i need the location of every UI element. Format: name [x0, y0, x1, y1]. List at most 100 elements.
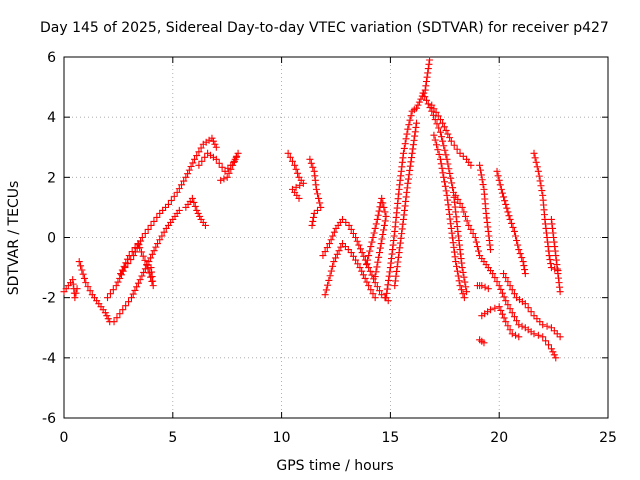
data-point-marker: [547, 324, 555, 332]
data-point-marker: [184, 170, 192, 178]
data-point-marker: [524, 304, 532, 312]
data-point-marker: [312, 185, 320, 193]
data-point-marker: [515, 333, 523, 341]
data-point-marker: [449, 184, 457, 192]
data-point-marker: [292, 183, 300, 191]
data-point-marker: [208, 134, 216, 142]
data-point-marker: [494, 172, 502, 180]
data-point-marker: [103, 312, 111, 320]
data-point-marker: [122, 259, 130, 267]
data-point-marker: [370, 229, 378, 237]
data-point-marker: [367, 286, 375, 294]
data-point-marker: [134, 279, 142, 287]
data-point-marker: [502, 274, 510, 282]
data-point-marker: [330, 228, 338, 236]
data-point-marker: [513, 317, 521, 325]
data-point-marker: [442, 126, 450, 134]
data-point-marker: [321, 248, 329, 256]
data-point-marker: [426, 56, 434, 64]
data-point-marker: [421, 93, 429, 101]
data-point-marker: [480, 339, 488, 347]
data-point-marker: [512, 232, 520, 240]
data-point-marker: [232, 153, 240, 161]
data-point-marker: [556, 333, 564, 341]
data-point-marker: [329, 232, 337, 240]
data-point-marker: [406, 116, 414, 124]
data-point-marker: [472, 238, 480, 246]
data-point-marker: [195, 148, 203, 156]
data-point-marker: [458, 203, 466, 211]
data-point-marker: [460, 208, 468, 216]
data-point-marker: [531, 154, 539, 162]
data-point-marker: [405, 121, 413, 129]
data-point-marker: [379, 230, 387, 238]
data-point-marker: [314, 206, 322, 214]
data-point-marker: [409, 145, 417, 153]
data-point-marker: [127, 294, 135, 302]
data-point-marker: [147, 254, 155, 262]
data-point-marker: [536, 177, 544, 185]
data-point-marker: [295, 194, 303, 202]
data-point-marker: [140, 268, 148, 276]
data-point-marker: [314, 190, 322, 198]
data-point-marker: [406, 162, 414, 170]
data-point-marker: [153, 213, 161, 221]
data-point-marker: [373, 215, 381, 223]
data-point-marker: [323, 244, 331, 252]
data-point-marker: [439, 137, 447, 145]
data-point-marker: [191, 202, 199, 210]
data-point-marker: [330, 258, 338, 266]
data-point-marker: [435, 150, 443, 158]
data-point-marker: [229, 161, 237, 169]
data-point-marker: [399, 149, 407, 157]
data-point-marker: [434, 112, 442, 120]
data-point-marker: [141, 229, 149, 237]
data-point-marker: [358, 267, 366, 275]
data-point-marker: [445, 210, 453, 218]
data-point-marker: [356, 245, 364, 253]
data-point-marker: [175, 206, 183, 214]
data-point-marker: [497, 185, 505, 193]
data-point-marker: [193, 206, 201, 214]
data-point-marker: [446, 169, 454, 177]
data-point-marker: [442, 151, 450, 159]
data-point-marker: [373, 283, 381, 291]
data-point-marker: [325, 240, 333, 248]
data-point-marker: [508, 219, 516, 227]
data-point-marker: [211, 140, 219, 148]
data-point-marker: [380, 221, 388, 229]
data-point-marker: [430, 105, 438, 113]
data-point-marker: [379, 199, 387, 207]
data-point-marker: [109, 286, 117, 294]
data-point-marker: [463, 288, 471, 296]
data-point-marker: [125, 252, 133, 260]
data-point-marker: [441, 178, 449, 186]
data-point-marker: [493, 167, 501, 175]
data-point-marker: [516, 250, 524, 258]
data-point-marker: [156, 209, 164, 217]
data-point-marker: [423, 73, 431, 81]
x-axis-label: GPS time / hours: [276, 458, 393, 474]
x-tick-label: 20: [490, 430, 508, 446]
data-point-marker: [549, 348, 557, 356]
data-point-marker: [434, 146, 442, 154]
data-point-marker: [533, 315, 541, 323]
data-point-marker: [489, 270, 497, 278]
data-point-marker: [284, 149, 292, 157]
data-point-marker: [376, 249, 384, 257]
data-point-marker: [329, 262, 337, 270]
data-point-marker: [444, 201, 452, 209]
data-point-marker: [391, 282, 399, 290]
data-point-marker: [337, 243, 345, 251]
data-point-marker: [539, 333, 547, 341]
data-point-marker: [299, 179, 307, 187]
data-point-marker: [394, 253, 402, 261]
data-point-marker: [218, 163, 226, 171]
data-point-marker: [521, 270, 529, 278]
data-point-marker: [545, 252, 553, 260]
data-point-marker: [432, 108, 440, 116]
data-point-marker: [413, 104, 421, 112]
data-point-marker: [538, 187, 546, 195]
data-point-marker: [196, 212, 204, 220]
data-point-marker: [465, 221, 473, 229]
